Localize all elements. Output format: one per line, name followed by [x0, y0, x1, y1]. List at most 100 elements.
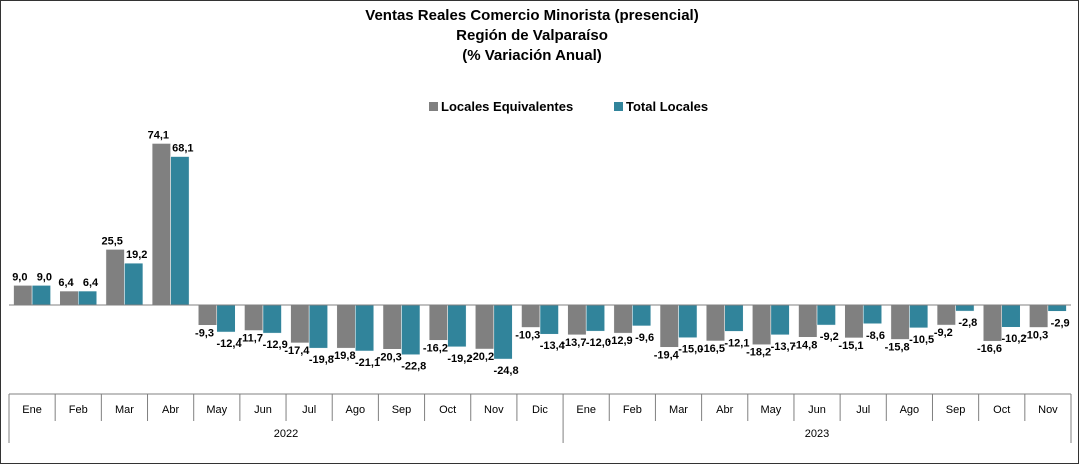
category-label-20: Sep	[946, 404, 966, 416]
bar-s1-13	[632, 304, 652, 327]
data-label-s1-13: -9,6	[635, 332, 654, 344]
bar-s0-1	[59, 290, 79, 306]
bar-s0-17	[798, 304, 818, 338]
data-label-s1-1: 6,4	[83, 277, 99, 289]
bar-s0-7	[336, 304, 356, 349]
data-label-s1-2: 19,2	[126, 249, 147, 261]
bar-s0-9	[428, 304, 448, 341]
legend-label-locales-equivalentes: Locales Equivalentes	[441, 99, 573, 114]
data-label-s0-15: -16,5	[700, 343, 725, 355]
data-label-s1-16: -13,7	[771, 341, 796, 353]
x-axis: Ene Feb Mar Abr May Jun Jul Ago Sep Oct Nov Dic Ene F…	[8, 304, 1072, 443]
chart-title-line-1: Ventas Reales Comercio Minorista (presen…	[365, 7, 698, 24]
data-label-s1-21: -10,2	[1001, 333, 1026, 345]
data-label-s1-12: -12,0	[586, 337, 611, 349]
category-label-7: Ago	[346, 404, 366, 416]
bar-s1-12	[585, 304, 605, 332]
category-label-19: Ago	[900, 404, 920, 416]
data-label-s0-16: -18,2	[746, 347, 771, 359]
category-label-4: May	[206, 404, 227, 416]
data-label-s1-3: 68,1	[172, 143, 193, 155]
data-label-s0-19: -15,8	[885, 341, 910, 353]
data-label-s0-9: -16,2	[423, 342, 448, 354]
data-label-s1-8: -22,8	[401, 361, 426, 373]
bar-s1-22	[1047, 304, 1067, 312]
category-label-5: Jun	[254, 404, 272, 416]
category-label-15: Abr	[716, 404, 733, 416]
category-label-14: Mar	[669, 404, 688, 416]
data-label-s0-0: 9,0	[12, 271, 27, 283]
category-label-8: Sep	[392, 404, 412, 416]
data-label-s1-14: -15,0	[678, 344, 703, 356]
data-label-s1-4: -12,4	[216, 338, 242, 350]
bar-s0-22	[1029, 304, 1049, 328]
legend-label-total-locales: Total Locales	[626, 99, 708, 114]
bar-s1-2	[124, 262, 144, 306]
bar-s1-5	[262, 304, 282, 334]
data-label-s0-13: -12,9	[608, 335, 633, 347]
bar-s0-0	[13, 285, 33, 306]
legend: Locales Equivalentes Total Locales	[429, 99, 708, 114]
category-label-2: Mar	[115, 404, 134, 416]
bar-s0-3	[151, 143, 171, 306]
data-label-s0-3: 74,1	[148, 129, 169, 141]
category-label-18: Jul	[856, 404, 870, 416]
data-label-s0-20: -9,2	[934, 327, 953, 339]
legend-swatch-total-locales	[614, 102, 623, 111]
category-label-0: Ene	[22, 404, 42, 416]
year-label-1: 2023	[805, 428, 829, 440]
data-labels: 9,0 6,425,574,1-9,3 -11,7-17,4 -19,8 -20,3-1…	[12, 129, 1069, 377]
bar-s0-14	[659, 304, 679, 348]
category-label-22: Nov	[1038, 404, 1058, 416]
data-label-s0-22: -10,3	[1023, 329, 1048, 341]
bar-s1-17	[816, 304, 836, 326]
data-label-s0-4: -9,3	[195, 327, 214, 339]
data-label-s0-5: -11,7	[238, 333, 262, 345]
data-label-s0-10: -20,2	[469, 351, 494, 363]
bar-s1-15	[724, 304, 744, 332]
category-label-3: Abr	[162, 404, 179, 416]
bar-s0-11	[521, 304, 541, 328]
data-label-s1-6: -19,8	[309, 354, 334, 366]
bar-s0-12	[567, 304, 587, 336]
chart-title-line-3: (% Variación Anual)	[462, 47, 601, 64]
bar-s0-15	[705, 304, 725, 342]
data-label-s0-17: -14,8	[792, 339, 817, 351]
bar-s1-21	[1001, 304, 1021, 328]
data-label-s1-5: -12,9	[263, 339, 288, 351]
data-label-s0-11: -10,3	[515, 329, 540, 341]
category-label-6: Jul	[302, 404, 316, 416]
data-label-s1-15: -12,1	[724, 337, 749, 349]
bar-s1-16	[770, 304, 790, 336]
data-label-s0-18: -15,1	[838, 340, 863, 352]
data-label-s0-14: -19,4	[654, 349, 680, 361]
data-label-s0-2: 25,5	[101, 235, 122, 247]
bar-s0-13	[613, 304, 633, 334]
data-label-s1-9: -19,2	[447, 353, 472, 365]
data-label-s1-18: -8,6	[866, 330, 885, 342]
bar-s1-14	[678, 304, 698, 338]
data-label-s1-19: -10,5	[909, 334, 934, 346]
category-label-9: Oct	[439, 404, 456, 416]
bar-s0-16	[752, 304, 772, 345]
category-label-17: Jun	[808, 404, 826, 416]
category-label-13: Feb	[623, 404, 642, 416]
bar-s1-19	[909, 304, 929, 329]
bar-s1-18	[862, 304, 882, 324]
bar-s1-6	[308, 304, 328, 349]
bar-s1-11	[539, 304, 559, 335]
data-label-s0-1: 6,4	[58, 277, 74, 289]
data-label-s1-10: -24,8	[494, 365, 519, 377]
chart-title-line-2: Región de Valparaíso	[456, 27, 608, 44]
data-label-s0-21: -16,6	[977, 343, 1002, 355]
bar-s1-8	[401, 304, 421, 355]
bar-s1-3	[170, 156, 190, 306]
category-label-12: Ene	[576, 404, 596, 416]
bars	[13, 143, 1067, 360]
bar-s0-21	[982, 304, 1002, 342]
bar-s1-0	[31, 285, 51, 306]
data-label-s1-7: -21,1	[355, 357, 380, 369]
category-label-21: Oct	[993, 404, 1010, 416]
